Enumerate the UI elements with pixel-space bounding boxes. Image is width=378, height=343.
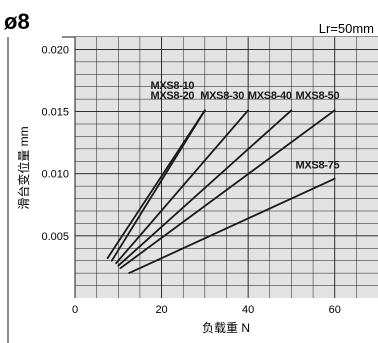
y-tick-label: 0.005 [41, 231, 69, 243]
chart-title: ø8 [4, 9, 30, 34]
series-label-mxs8-75: MXS8-75 [296, 160, 340, 172]
series-lines [106, 109, 336, 275]
series-line-mxs8-30 [115, 109, 250, 265]
series-line-mxs8-50 [119, 109, 336, 270]
grid [75, 37, 378, 298]
y-tick-label: 0.015 [41, 107, 69, 119]
x-axis-label: 负载重 N [202, 321, 250, 335]
y-tick-label: 0.010 [41, 169, 69, 181]
tick-labels: 0.005 0.010 0.015 0.020 0 20 40 60 [41, 44, 340, 316]
y-axis-label: 滑台变位量 mm [16, 126, 31, 209]
lr-note: Lr=50mm [319, 21, 374, 36]
series-label-mxs8-30: MXS8-30 [200, 90, 244, 102]
y-tick-label: 0.020 [41, 44, 69, 56]
series-label-mxs8-20: MXS8-20 [151, 90, 195, 102]
series-label-mxs8-40: MXS8-40 [248, 90, 292, 102]
series-label-mxs8-10: MXS8-10 [151, 80, 195, 92]
series-line-mxs8-40 [117, 109, 293, 267]
series-line-mxs8-20 [110, 109, 206, 262]
x-tick-label: 0 [72, 304, 78, 316]
series-line-mxs8-75 [128, 177, 336, 275]
series-label-mxs8-50: MXS8-50 [296, 90, 340, 102]
x-tick-label: 40 [242, 304, 254, 316]
x-tick-label: 20 [155, 304, 167, 316]
x-tick-label: 60 [329, 304, 341, 316]
